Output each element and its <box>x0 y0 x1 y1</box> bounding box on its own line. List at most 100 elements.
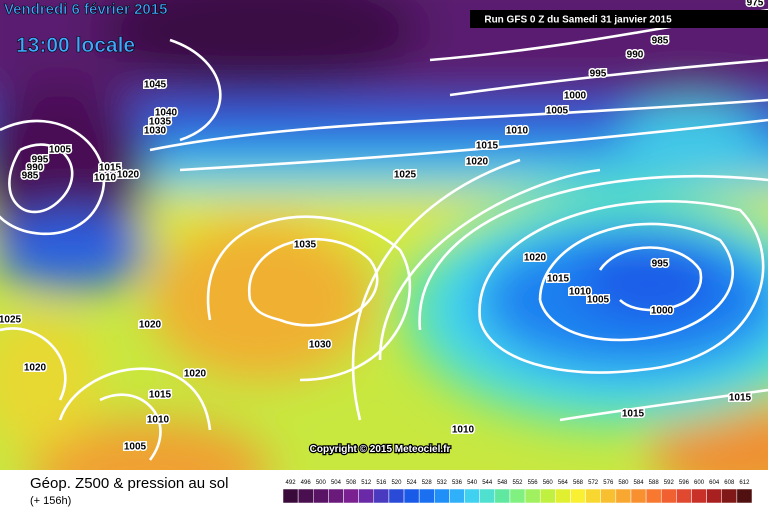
isobar-label: 1020 <box>139 320 162 331</box>
footer-lead: (+ 156h) <box>30 495 71 507</box>
legend-label: 536 <box>452 480 463 486</box>
legend-swatch <box>630 488 647 504</box>
legend-label: 516 <box>376 480 387 486</box>
legend-swatch <box>615 488 632 504</box>
isobar-label: 975 <box>747 0 764 9</box>
legend-swatch <box>706 488 722 504</box>
isobar-label: 1015 <box>99 163 122 174</box>
isobar-label: 1045 <box>144 80 167 91</box>
legend-swatch <box>297 488 314 504</box>
isobar-label: 1005 <box>124 442 147 453</box>
legend-swatch <box>358 488 375 504</box>
isobar-label: 990 <box>27 163 44 174</box>
legend-label: 548 <box>497 480 508 486</box>
legend-label: 560 <box>543 480 554 486</box>
legend-label: 504 <box>331 480 342 486</box>
legend-swatch <box>600 488 617 504</box>
legend-label: 500 <box>316 480 327 486</box>
legend-swatch <box>388 488 405 504</box>
isobar-label: 1035 <box>149 117 172 128</box>
isobar-label: 995 <box>652 259 669 270</box>
isobar-label: 1005 <box>587 295 610 306</box>
isobar-label: 1010 <box>147 415 170 426</box>
legend-swatch <box>418 488 435 504</box>
legend-label: 540 <box>467 480 478 486</box>
run-info: Run GFS 0 Z du Samedi 31 janvier 2015 <box>484 15 672 26</box>
isobar-label: 1020 <box>184 369 207 380</box>
isobar-label: 1015 <box>547 274 570 285</box>
isobar-label: 1010 <box>506 126 529 137</box>
legend-swatch <box>691 488 707 504</box>
legend-swatch <box>403 488 420 504</box>
legend-swatch <box>509 488 526 504</box>
isobar-label: 1000 <box>651 306 674 317</box>
legend-swatch <box>434 488 450 504</box>
legend-label: 528 <box>422 480 433 486</box>
legend-swatch <box>343 488 359 504</box>
legend-swatch <box>676 488 692 504</box>
isobar-label: 1025 <box>394 170 417 181</box>
legend-swatch <box>313 488 329 504</box>
legend-label: 492 <box>286 480 297 486</box>
legend-label: 564 <box>558 480 569 486</box>
isobar-label: 1000 <box>564 91 587 102</box>
isobar-label: 985 <box>652 36 669 47</box>
legend-label: 520 <box>391 480 402 486</box>
isobar-label: 1040 <box>155 108 178 119</box>
date: Vendredi 6 février 2015 <box>4 1 167 18</box>
legend: 492 496 500 504 508 512 516 520 524 528 532 536 540 5… <box>282 480 753 504</box>
footer-title: Géop. Z500 & pression au sol <box>30 475 228 492</box>
isobar-label: 1025 <box>0 315 22 326</box>
legend-label: 596 <box>679 480 690 486</box>
legend-label: 496 <box>301 480 312 486</box>
legend-swatch <box>736 488 753 504</box>
isobar-label: 1020 <box>524 253 547 264</box>
isobar-label: 1030 <box>144 126 167 137</box>
legend-label: 524 <box>407 480 418 486</box>
isobar-label: 1015 <box>622 409 645 420</box>
legend-swatch <box>464 488 480 504</box>
isobar-label: 990 <box>627 50 644 61</box>
legend-label: 576 <box>603 480 614 486</box>
isobar-label: 995 <box>32 155 49 166</box>
legend-label: 604 <box>709 480 720 486</box>
legend-swatch <box>494 488 511 504</box>
legend-swatch <box>524 488 541 504</box>
isobar-label: 1035 <box>294 240 317 251</box>
isobar-label: 985 <box>22 171 39 182</box>
time: 13:00 locale <box>16 34 135 57</box>
isobar-label: 1005 <box>546 106 569 117</box>
legend-swatch <box>328 488 344 504</box>
legend-swatch <box>373 488 390 504</box>
isobar-label: 1020 <box>466 157 489 168</box>
legend-label: 580 <box>618 480 629 486</box>
isobar-label: 1010 <box>569 287 592 298</box>
legend-label: 588 <box>649 480 660 486</box>
legend-swatch <box>282 488 299 504</box>
isobar-label: 1015 <box>729 393 752 404</box>
legend-swatch <box>449 488 465 504</box>
legend-label: 556 <box>528 480 539 486</box>
legend-label: 592 <box>664 480 675 486</box>
isobar-label: 1005 <box>49 145 72 156</box>
legend-swatch <box>479 488 496 504</box>
isobar-label: 995 <box>590 69 607 80</box>
legend-swatch <box>555 488 571 504</box>
legend-swatch <box>539 488 556 504</box>
legend-label: 532 <box>437 480 448 486</box>
legend-swatch <box>645 488 662 504</box>
legend-swatch <box>721 488 738 504</box>
legend-swatch <box>570 488 586 504</box>
legend-label: 600 <box>694 480 705 486</box>
isobar-label: 1015 <box>149 390 172 401</box>
legend-label: 512 <box>361 480 372 486</box>
legend-label: 568 <box>573 480 584 486</box>
legend-label: 608 <box>724 480 735 486</box>
legend-swatch <box>660 488 677 504</box>
isobar-label: 1020 <box>24 363 47 374</box>
copyright: Copyright © 2015 Meteociel.fr <box>310 444 451 455</box>
legend-swatch <box>585 488 601 504</box>
legend-label: 544 <box>482 480 493 486</box>
